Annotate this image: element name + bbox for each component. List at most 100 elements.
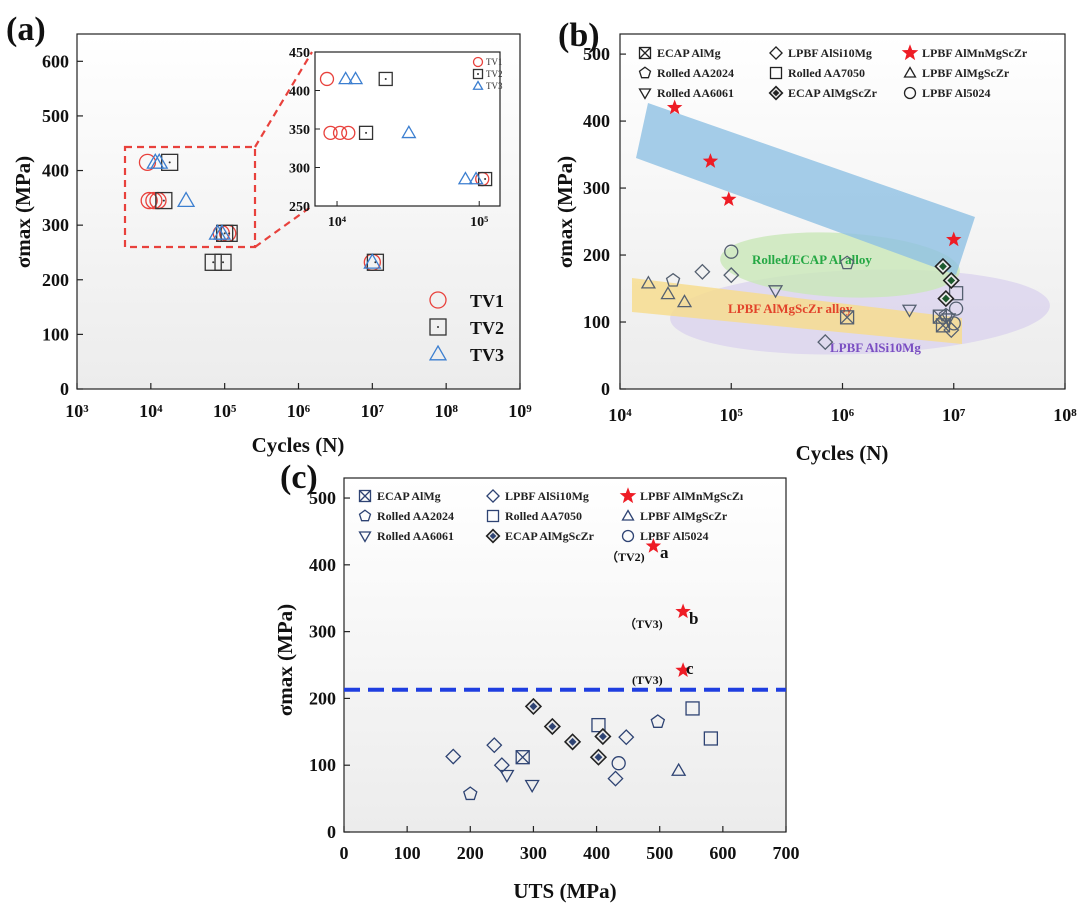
inset-point-tv3 <box>347 71 364 85</box>
data-point-c <box>486 737 503 754</box>
legend-label: LPBF AlSi10Mg <box>505 489 589 503</box>
data-point-b <box>676 294 693 308</box>
inset-legend-marker <box>472 68 484 80</box>
legend-label: Rolled AA6061 <box>657 86 734 100</box>
legend-label: Rolled AA7050 <box>505 509 582 523</box>
legend-a: TV1 TV2 TV3 <box>428 291 504 365</box>
data-point-c <box>675 603 691 619</box>
legend-label: LPBF AlMnMgScZı <box>640 489 744 503</box>
data-point-c <box>589 748 608 766</box>
x-tick-label-b: 10⁷ <box>942 405 966 425</box>
legend-label: LPBF Al5024 <box>640 529 709 543</box>
y-axis-label-b: σmax (MPa) <box>553 156 577 268</box>
data-points-b <box>640 99 964 351</box>
data-point-b <box>942 271 960 290</box>
panel-c: (c) UTS (MPa) σmax (MPa) 0 100 200 300 400 50… <box>273 459 800 903</box>
x-axis-label-b: Cycles (N) <box>796 441 889 465</box>
y-tick-label-b: 200 <box>583 245 610 265</box>
axis-ticks-c: 0 100 200 300 400 500 600 700 0 100 200 300 400 500 <box>309 488 800 863</box>
panel-b: (b) Cycles (N) σmax (MPa) Rolled/ECAP Al… <box>553 17 1077 465</box>
data-point-b <box>723 267 740 284</box>
y-tick-label-a: 400 <box>42 161 69 181</box>
inset-point-tv1 <box>332 125 348 141</box>
inset-point-tv3 <box>457 171 474 185</box>
data-point-a-tv3 <box>212 224 232 240</box>
inset-point-tv1 <box>323 125 338 141</box>
inset-point-tv3 <box>338 71 354 85</box>
data-points-c <box>445 538 719 801</box>
legend-marker <box>358 489 372 503</box>
data-point-b <box>767 285 784 299</box>
data-point-a-tv3 <box>363 252 382 269</box>
inset-legend-marker <box>472 80 484 90</box>
legend-marker <box>768 85 784 101</box>
axis-ticks-b: 10⁴ 10⁵ 10⁶ 10⁷ 10⁸ 0 100 200 300 400 500 <box>583 44 1077 425</box>
legend-marker <box>901 44 919 61</box>
data-point-b <box>934 257 952 276</box>
inset-legend-label: TV1 <box>486 57 503 67</box>
x-axis-label-a: Cycles (N) <box>252 433 345 457</box>
legend-marker-a <box>429 291 447 309</box>
data-point-b <box>665 272 681 287</box>
y-tick-label-a: 500 <box>42 106 69 126</box>
x-tick-label-c: 500 <box>646 843 673 863</box>
panel-label-b: (b) <box>558 17 600 54</box>
data-point-c <box>524 697 543 716</box>
legend-marker <box>621 509 635 521</box>
inset-y-tick-label: 250 <box>289 200 310 215</box>
legend-marker <box>769 46 783 60</box>
legend-label: ECAP AlMg <box>377 489 441 503</box>
inset-point-tv2 <box>358 125 374 140</box>
data-point-c <box>645 538 662 553</box>
data-point-c <box>463 786 478 801</box>
legend-marker-a <box>429 318 447 336</box>
legend-marker <box>619 487 637 504</box>
data-point-c <box>543 717 561 736</box>
y-tick-label-c: 500 <box>309 488 336 508</box>
y-tick-label-c: 0 <box>327 822 336 842</box>
y-tick-label-a: 100 <box>42 324 69 344</box>
data-point-a-tv2 <box>214 253 232 271</box>
legend-marker <box>638 88 652 100</box>
legend-marker <box>358 509 372 522</box>
y-tick-label-b: 100 <box>583 312 610 332</box>
legend-label: ECAP AlMgScZr <box>505 529 595 543</box>
panel-label-c: (c) <box>280 459 318 496</box>
x-tick-label-c: 300 <box>520 843 547 863</box>
inset-x-tick-label: 10⁵ <box>470 215 488 230</box>
y-axis-label-c: σmax (MPa) <box>273 604 297 716</box>
inset-point-tv1 <box>341 125 356 141</box>
data-point-c <box>563 733 582 751</box>
y-axis-label-a: σmax (MPa) <box>11 156 35 268</box>
legend-label: Rolled AA7050 <box>788 66 865 80</box>
inset-point-tv3 <box>468 171 484 185</box>
data-point-c <box>591 717 606 733</box>
inset-point-tv2 <box>378 71 393 87</box>
y-tick-label-b: 400 <box>583 111 610 131</box>
inset-legend-marker <box>472 56 484 68</box>
x-tick-label-a: 10⁵ <box>213 401 237 421</box>
data-points-a <box>138 153 385 271</box>
x-axis-label-c: UTS (MPa) <box>513 879 616 903</box>
data-point-a-tv2 <box>155 191 173 210</box>
legend-marker <box>903 66 917 78</box>
legend-b: ECAP AlMg Rolled AA2024 Rolled AA6061 LPBF … <box>638 44 1028 101</box>
data-point-b <box>817 334 834 351</box>
legend-c: ECAP AlMg Rolled AA2024 Rolled AA6061 LPBF … <box>358 487 744 544</box>
data-point-b <box>839 310 855 325</box>
legend-marker <box>485 528 501 544</box>
x-tick-label-b: 10⁸ <box>1053 405 1077 425</box>
inset-y-tick-label: 400 <box>289 85 310 100</box>
data-point-b <box>724 244 739 259</box>
x-tick-label-c: 600 <box>709 843 736 863</box>
data-point-b <box>702 153 719 168</box>
legend-label: LPBF AlMnMgScZr <box>922 46 1028 60</box>
y-tick-label-b: 0 <box>601 379 610 399</box>
data-point-c <box>524 779 540 794</box>
data-point-a-tv3 <box>176 191 196 208</box>
inset-plot-a: 10⁴ 10⁵ 250 300 350 400 450 TV1 TV2 TV3 <box>289 46 503 230</box>
legend-label: LPBF AlSi10Mg <box>788 46 872 60</box>
legend-marker <box>638 66 652 79</box>
inset-legend-label: TV3 <box>486 81 503 91</box>
legend-label: Rolled AA6061 <box>377 529 454 543</box>
